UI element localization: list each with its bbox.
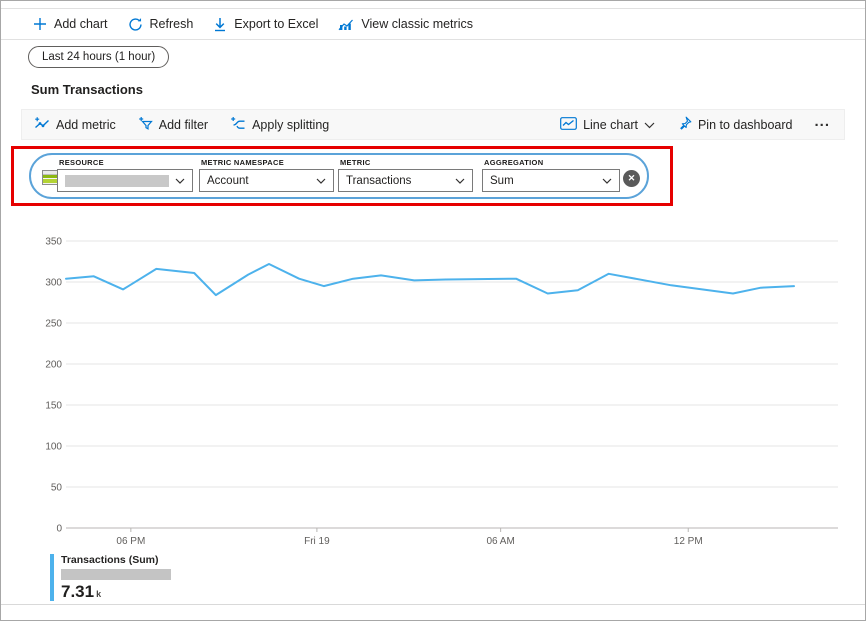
redacted-resource-value [65,174,169,187]
add-metric-icon [34,116,50,133]
export-to-excel-button[interactable]: Export to Excel [213,17,318,32]
y-axis-tick-label: 150 [45,401,62,412]
y-axis-tick-label: 200 [45,360,62,371]
metric-value: Transactions [346,174,412,187]
legend-total-value: 7.31 [61,582,95,601]
chart-type-label: Line chart [583,117,638,132]
resource-dropdown[interactable] [57,169,193,192]
chart-legend[interactable]: Transactions (Sum) 7.31 k [50,554,171,602]
chevron-down-icon [455,178,465,184]
legend-color-bar [50,554,54,601]
add-metric-label: Add metric [56,117,116,132]
resource-field: RESOURCE [57,158,193,192]
time-range-picker[interactable]: Last 24 hours (1 hour) [28,46,170,68]
metric-namespace-value: Account [207,174,249,187]
remove-metric-button[interactable]: ✕ [623,170,640,187]
metric-namespace-field: METRIC NAMESPACE Account [199,158,334,192]
aggregation-field: AGGREGATION Sum [482,158,620,192]
metric-label: METRIC [340,158,371,167]
chart-type-dropdown[interactable]: Line chart [560,116,655,133]
aggregation-dropdown[interactable]: Sum [482,169,620,192]
pin-to-dashboard-button[interactable]: Pin to dashboard [677,116,793,134]
metric-selector: RESOURCE METRIC NAMESPACE Account METRIC… [29,153,649,199]
chevron-down-icon [316,178,326,184]
x-axis-tick-label: 06 PM [116,536,145,547]
refresh-icon [128,17,143,32]
series-line [65,263,795,297]
y-axis-tick-label: 350 [45,237,62,248]
y-axis-tick-label: 250 [45,319,62,330]
chevron-down-icon [175,178,185,184]
x-axis-tick-label: 06 AM [486,536,514,547]
legend-series-name: Transactions (Sum) [61,554,159,566]
storage-account-icon [42,170,58,185]
chevron-down-icon [602,178,612,184]
more-options-button[interactable]: ... [814,112,830,130]
refresh-label: Refresh [149,17,194,31]
add-chart-button[interactable]: Add chart [33,17,108,31]
y-axis-tick-label: 50 [51,483,63,494]
refresh-button[interactable]: Refresh [128,17,194,32]
pin-icon [677,116,692,134]
metric-dropdown[interactable]: Transactions [338,169,473,192]
line-chart[interactable]: 350 300 250 200 150 100 50 0 06 PM Fri 19 06 AM 12 … [1,226,865,556]
top-toolbar: Add chart Refresh Export to Excel View c… [1,8,865,40]
metric-field: METRIC Transactions [338,158,473,192]
bottom-divider [1,604,865,605]
add-metric-button[interactable]: Add metric [34,116,116,133]
pin-to-dashboard-label: Pin to dashboard [697,117,793,132]
resource-label: RESOURCE [59,158,104,167]
apply-splitting-button[interactable]: Apply splitting [230,116,329,133]
export-to-excel-label: Export to Excel [234,17,319,31]
view-classic-metrics-button[interactable]: View classic metrics [338,17,473,31]
x-axis-tick-label: 12 PM [674,536,703,547]
aggregation-value: Sum [490,174,514,187]
metric-namespace-label: METRIC NAMESPACE [201,158,284,167]
line-chart-icon [560,116,577,133]
time-range-label: Last 24 hours (1 hour) [42,51,156,63]
redacted-resource-name [61,569,171,580]
y-axis-tick-label: 300 [45,278,62,289]
add-filter-icon [138,116,153,133]
x-axis-tick-label: Fri 19 [304,536,330,547]
y-axis-tick-label: 100 [45,442,62,453]
y-axis-tick-label: 0 [56,524,62,535]
chart-toolbar: Add metric Add filter Apply splitting [21,109,845,140]
add-filter-button[interactable]: Add filter [138,116,208,133]
add-chart-label: Add chart [54,17,108,31]
legend-unit: k [96,589,102,599]
add-filter-label: Add filter [158,117,209,132]
bar-chart-icon [338,17,354,31]
metric-namespace-dropdown[interactable]: Account [199,169,334,192]
plus-icon [33,17,47,31]
apply-splitting-label: Apply splitting [252,117,330,132]
page-title: Sum Transactions [31,82,143,97]
download-icon [213,17,227,32]
aggregation-label: AGGREGATION [484,158,544,167]
apply-splitting-icon [230,116,246,133]
view-classic-metrics-label: View classic metrics [361,17,473,31]
chevron-down-icon [644,118,655,132]
